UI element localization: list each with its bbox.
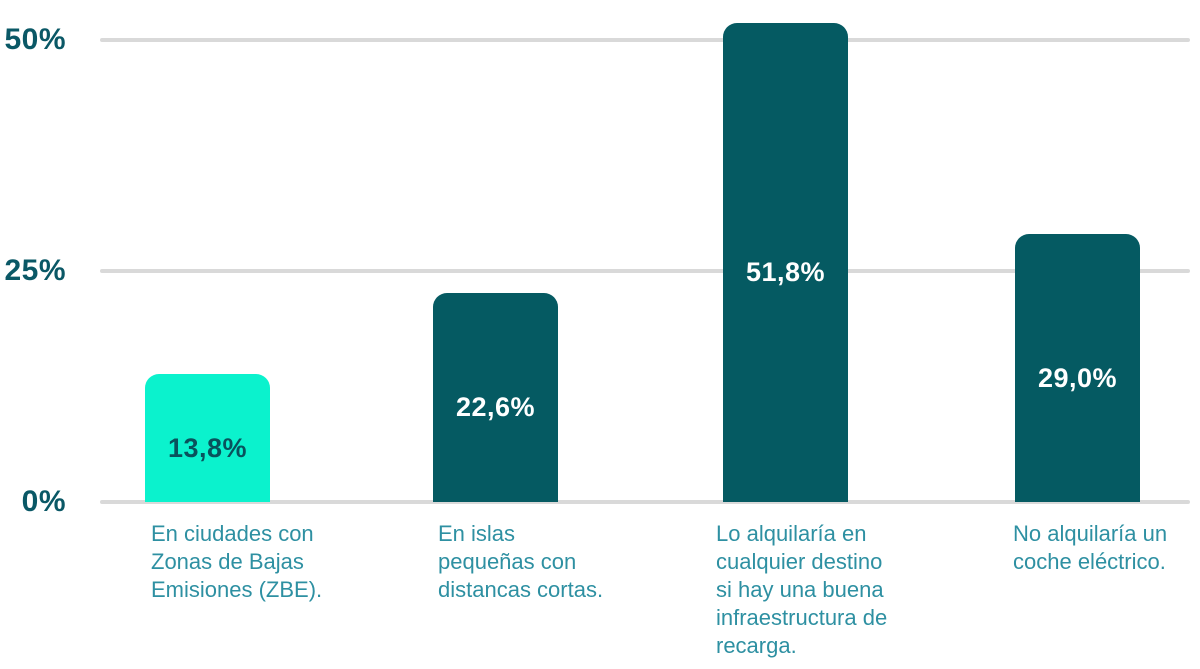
gridline-50 (100, 38, 1190, 42)
category-label-islas-pequenas: En islas pequeñas con distancas cortas. (438, 521, 604, 602)
gridline-0 (100, 500, 1190, 504)
gridline-25 (100, 269, 1190, 273)
bar-value-label-ciudades-zbe: 13,8% (167, 432, 248, 463)
bar-value-label-islas-pequenas: 22,6% (455, 392, 536, 422)
bar-value-label-cualquier-destino: 51,8% (745, 257, 826, 287)
category-label-ciudades-zbe: En ciudades con Zonas de Bajas Emisiones… (151, 521, 323, 602)
bar-ciudades-zbe: 13,8% (145, 374, 270, 502)
bar-cualquier-destino: 51,8% (723, 23, 848, 502)
y-axis-tick-25: 25% (4, 254, 66, 287)
bar-value-label-no-alquilaria: 29,0% (1037, 362, 1118, 393)
category-label-no-alquilaria: No alquilaría un coche eléctrico. (1013, 521, 1168, 574)
y-axis-tick-50: 50% (4, 23, 66, 56)
y-axis-tick-0: 0% (21, 485, 66, 518)
bar-islas-pequenas: 22,6% (433, 293, 558, 502)
bar-no-alquilaria: 29,0% (1015, 234, 1140, 502)
category-label-cualquier-destino: Lo alquilaría en cualquier destino si ha… (716, 521, 888, 658)
